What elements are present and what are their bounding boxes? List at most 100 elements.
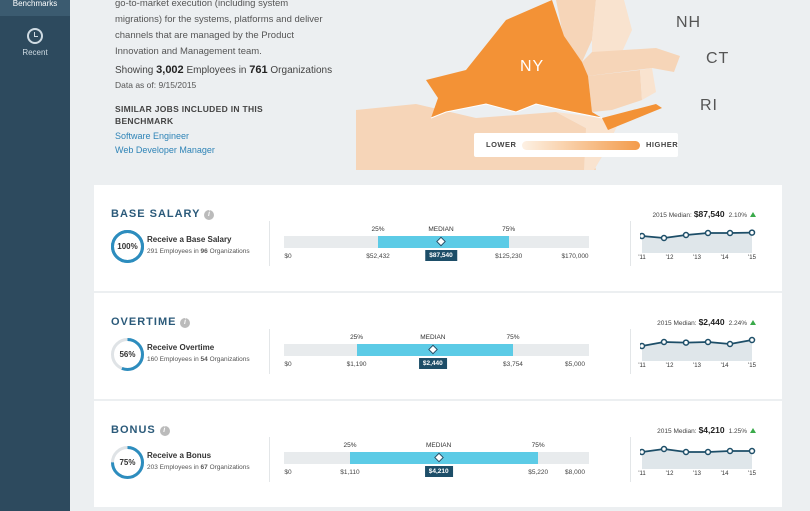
- min-value: $0: [284, 361, 292, 368]
- card-title: BONUS i: [111, 424, 170, 436]
- max-value: $5,000: [565, 361, 585, 368]
- percent-value: 100%: [117, 242, 138, 251]
- trend-median: 2015 Median: $4,210 1.25%: [657, 425, 756, 435]
- p25-label: 25%: [371, 226, 385, 233]
- similar-job-link[interactable]: Software Engineer: [115, 131, 190, 141]
- p75-label: 75%: [531, 442, 545, 449]
- employee-count: 3,002: [156, 64, 184, 76]
- job-description: go-to-market execution (including system…: [115, 0, 323, 57]
- state-label-nh: NH: [676, 14, 702, 31]
- trend-year-label: '14: [720, 255, 729, 261]
- trend-point: [704, 448, 712, 456]
- trend-year-label: '12: [665, 471, 674, 477]
- sidebar-item-label: Recent: [22, 48, 48, 57]
- legend-gradient: [522, 141, 640, 150]
- trend-year-label: '11: [638, 471, 646, 477]
- card-title: BASE SALARY i: [111, 208, 215, 220]
- percent-ring: 56%: [111, 338, 144, 371]
- trend-year-label: '13: [693, 363, 701, 369]
- trend-year-label: '14: [720, 363, 729, 369]
- trend-area: [642, 340, 752, 361]
- percent-ring-arc: [111, 230, 144, 263]
- trend-point: [682, 448, 690, 456]
- pay-range-bar: 25% MEDIAN 75% $0 $52,432 $87,540 $125,2…: [284, 226, 589, 273]
- pay-range-bar: 25% MEDIAN 75% $0 $1,190 $2,440 $3,754 $…: [284, 334, 589, 381]
- receive-sub: 291 Employees in 96 Organizations: [147, 248, 250, 255]
- median-value: $2,440: [418, 358, 447, 369]
- median-trend: 2015 Median: $2,440 2.24% '11 '12 '13 '14 '15: [638, 317, 756, 375]
- median-value: $87,540: [425, 250, 457, 261]
- trend-point: [704, 229, 712, 237]
- trend-line: [641, 231, 753, 239]
- trend-point: [726, 340, 734, 348]
- state-ri: [640, 68, 656, 100]
- organization-count: 761: [249, 64, 268, 76]
- trend-line: [641, 339, 753, 347]
- card-title: OVERTIME i: [111, 316, 191, 328]
- legend-lower-label: LOWER: [486, 140, 517, 149]
- sidebar-item-benchmarks[interactable]: Benchmarks: [0, 0, 70, 16]
- max-value: $8,000: [565, 469, 585, 476]
- trend-year-label: '15: [748, 255, 756, 261]
- sidebar-item-label: Benchmarks: [12, 0, 58, 8]
- trend-year-label: '13: [693, 471, 701, 477]
- percent-value: 75%: [119, 458, 136, 467]
- p25-value: $52,432: [366, 253, 390, 260]
- trend-point: [726, 229, 734, 237]
- trend-area: [642, 449, 752, 469]
- percent-ring: 75%: [111, 446, 144, 479]
- data-date: Data as of: 9/15/2015: [115, 80, 197, 90]
- trend-point: [704, 338, 712, 346]
- percent-value: 56%: [119, 350, 136, 359]
- map-legend: LOWER HIGHER: [474, 133, 678, 157]
- similar-job-link[interactable]: Web Developer Manager: [115, 145, 215, 155]
- interquartile-band: [349, 452, 539, 464]
- long-island: [602, 104, 662, 130]
- compensation-card: BONUS i 75% Receive a Bonus 203 Employees…: [94, 401, 782, 507]
- divider: [269, 329, 270, 374]
- trend-point: [640, 448, 646, 456]
- trend-year-label: '15: [748, 363, 756, 369]
- trend-year-label: '11: [638, 363, 646, 369]
- sidebar-item-recent[interactable]: Recent: [0, 28, 70, 57]
- info-icon[interactable]: i: [159, 426, 170, 436]
- receive-sub: 203 Employees in 67 Organizations: [147, 464, 250, 471]
- divider: [630, 437, 631, 482]
- median-label: MEDIAN: [428, 226, 454, 233]
- p25-label: 25%: [350, 334, 364, 341]
- pay-range-bar: 25% MEDIAN 75% $0 $1,110 $4,210 $5,220 $…: [284, 442, 589, 489]
- trend-point: [748, 447, 756, 455]
- employee-count-line: Showing 3,002 Employees in 761 Organizat…: [115, 64, 333, 76]
- trend-point: [660, 445, 668, 453]
- trend-year-label: '15: [748, 471, 756, 477]
- trend-median: 2015 Median: $2,440 2.24%: [657, 317, 756, 327]
- divider: [630, 221, 631, 266]
- trend-year-label: '14: [720, 471, 729, 477]
- trend-year-label: '13: [693, 255, 701, 261]
- p75-value: $3,754: [503, 361, 523, 368]
- info-icon[interactable]: i: [204, 210, 215, 220]
- benchmark-summary: go-to-market execution (including system…: [70, 0, 810, 178]
- receive-label: Receive a Base Salary: [147, 235, 232, 244]
- up-arrow-icon: [750, 428, 756, 433]
- trend-sparkline: [640, 445, 756, 469]
- trend-point: [660, 338, 668, 346]
- legend-higher-label: HIGHER: [646, 140, 679, 149]
- p75-label: 75%: [502, 226, 516, 233]
- p25-value: $1,190: [346, 361, 367, 368]
- trend-median: 2015 Median: $87,540 2.10%: [652, 209, 756, 219]
- state-ma: [582, 48, 680, 76]
- trend-year-label: '11: [638, 255, 646, 261]
- state-label-ny: NY: [520, 58, 545, 75]
- clock-icon: [27, 28, 43, 44]
- up-arrow-icon: [750, 320, 756, 325]
- p75-label: 75%: [506, 334, 520, 341]
- trend-point: [682, 231, 690, 239]
- trend-point: [748, 336, 756, 344]
- state-label-ct: CT: [706, 50, 730, 67]
- p75-value: $5,220: [528, 469, 549, 476]
- receive-sub: 160 Employees in 54 Organizations: [147, 356, 250, 363]
- trend-point: [726, 447, 734, 455]
- trend-sparkline: [640, 336, 756, 361]
- info-icon[interactable]: i: [180, 318, 191, 328]
